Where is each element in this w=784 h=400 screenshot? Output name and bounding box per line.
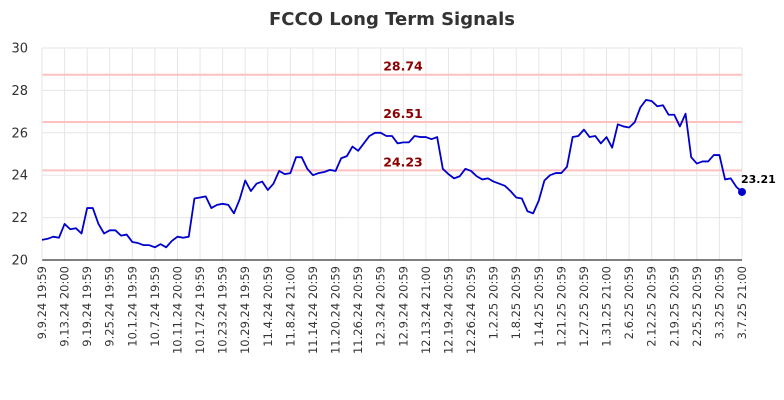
reference-line-label: 26.51 (383, 106, 423, 121)
x-tick-label: 2.19.25 20:59 (667, 266, 681, 347)
x-tick-label: 9.25.24 19:59 (103, 266, 117, 347)
x-tick-label: 12.9.24 20:59 (396, 266, 410, 347)
chart-title: FCCO Long Term Signals (269, 9, 515, 30)
x-tick-label: 12.26.24 20:59 (464, 266, 478, 354)
x-tick-label: 9.9.24 19:59 (35, 266, 49, 339)
x-tick-label: 11.26.24 20:59 (351, 266, 365, 354)
x-tick-labels: 9.9.24 19:59 9.13.24 20:00 9.19.24 19:59 9.… (35, 266, 749, 354)
x-tick-label: 1.8.25 20:59 (509, 266, 523, 339)
x-tick-label: 9.19.24 19:59 (80, 266, 94, 347)
x-tick-label: 3.7.25 21:00 (735, 266, 749, 339)
last-value-label: 23.21 (741, 173, 776, 186)
x-tick-label: 2.25.25 20:59 (690, 266, 704, 347)
series-line (41, 99, 743, 249)
x-tick-label: 11.20.24 20:59 (329, 266, 343, 354)
x-tick-label: 9.13.24 20:00 (58, 266, 72, 347)
x-tick-label: 10.11.24 20:00 (170, 266, 184, 354)
reference-lines: 28.74 26.51 24.23 (42, 59, 742, 172)
x-tick-label: 10.7.24 19:59 (148, 266, 162, 347)
x-tick-label: 12.13.24 21:00 (419, 266, 433, 354)
x-tick-label: 1.14.25 20:59 (532, 266, 546, 347)
x-tick-label: 11.4.24 20:59 (261, 266, 275, 347)
axes (41, 48, 742, 261)
x-tick-label: 2.6.25 20:59 (622, 266, 636, 339)
x-tick-label: 11.8.24 21:00 (283, 266, 297, 347)
last-point-marker (738, 187, 746, 196)
x-tick-label: 11.14.24 20:59 (306, 266, 320, 354)
x-tick-label: 10.17.24 19:59 (193, 266, 207, 354)
y-tick-label: 28 (11, 84, 28, 99)
grid (41, 47, 743, 261)
x-tick-label: 3.3.25 20:59 (712, 266, 726, 339)
x-tick-label: 1.31.25 21:00 (600, 266, 614, 347)
x-tick-label: 12.3.24 20:59 (374, 266, 388, 347)
x-tick-label: 1.21.25 20:59 (554, 266, 568, 347)
x-tick-label: 12.19.24 20:59 (441, 266, 455, 354)
y-tick-label: 24 (11, 169, 28, 184)
y-tick-label: 30 (11, 42, 28, 57)
y-tick-labels: 20 22 24 26 28 30 (11, 42, 28, 269)
x-tick-label: 1.27.25 20:59 (577, 266, 591, 347)
x-tick-label: 10.1.24 19:59 (125, 266, 139, 347)
y-tick-label: 22 (11, 211, 28, 226)
y-tick-label: 26 (11, 126, 28, 141)
x-tick-label: 2.12.25 20:59 (645, 266, 659, 347)
series-layer: 23.21 (41, 99, 776, 249)
reference-line-label: 24.23 (383, 154, 423, 169)
x-tick-label: 1.2.25 20:59 (487, 266, 501, 339)
reference-line-label: 28.74 (383, 59, 423, 74)
x-tick-label: 10.23.24 19:59 (216, 266, 230, 354)
y-tick-label: 20 (11, 254, 28, 269)
x-tick-label: 10.29.24 19:59 (238, 266, 252, 354)
